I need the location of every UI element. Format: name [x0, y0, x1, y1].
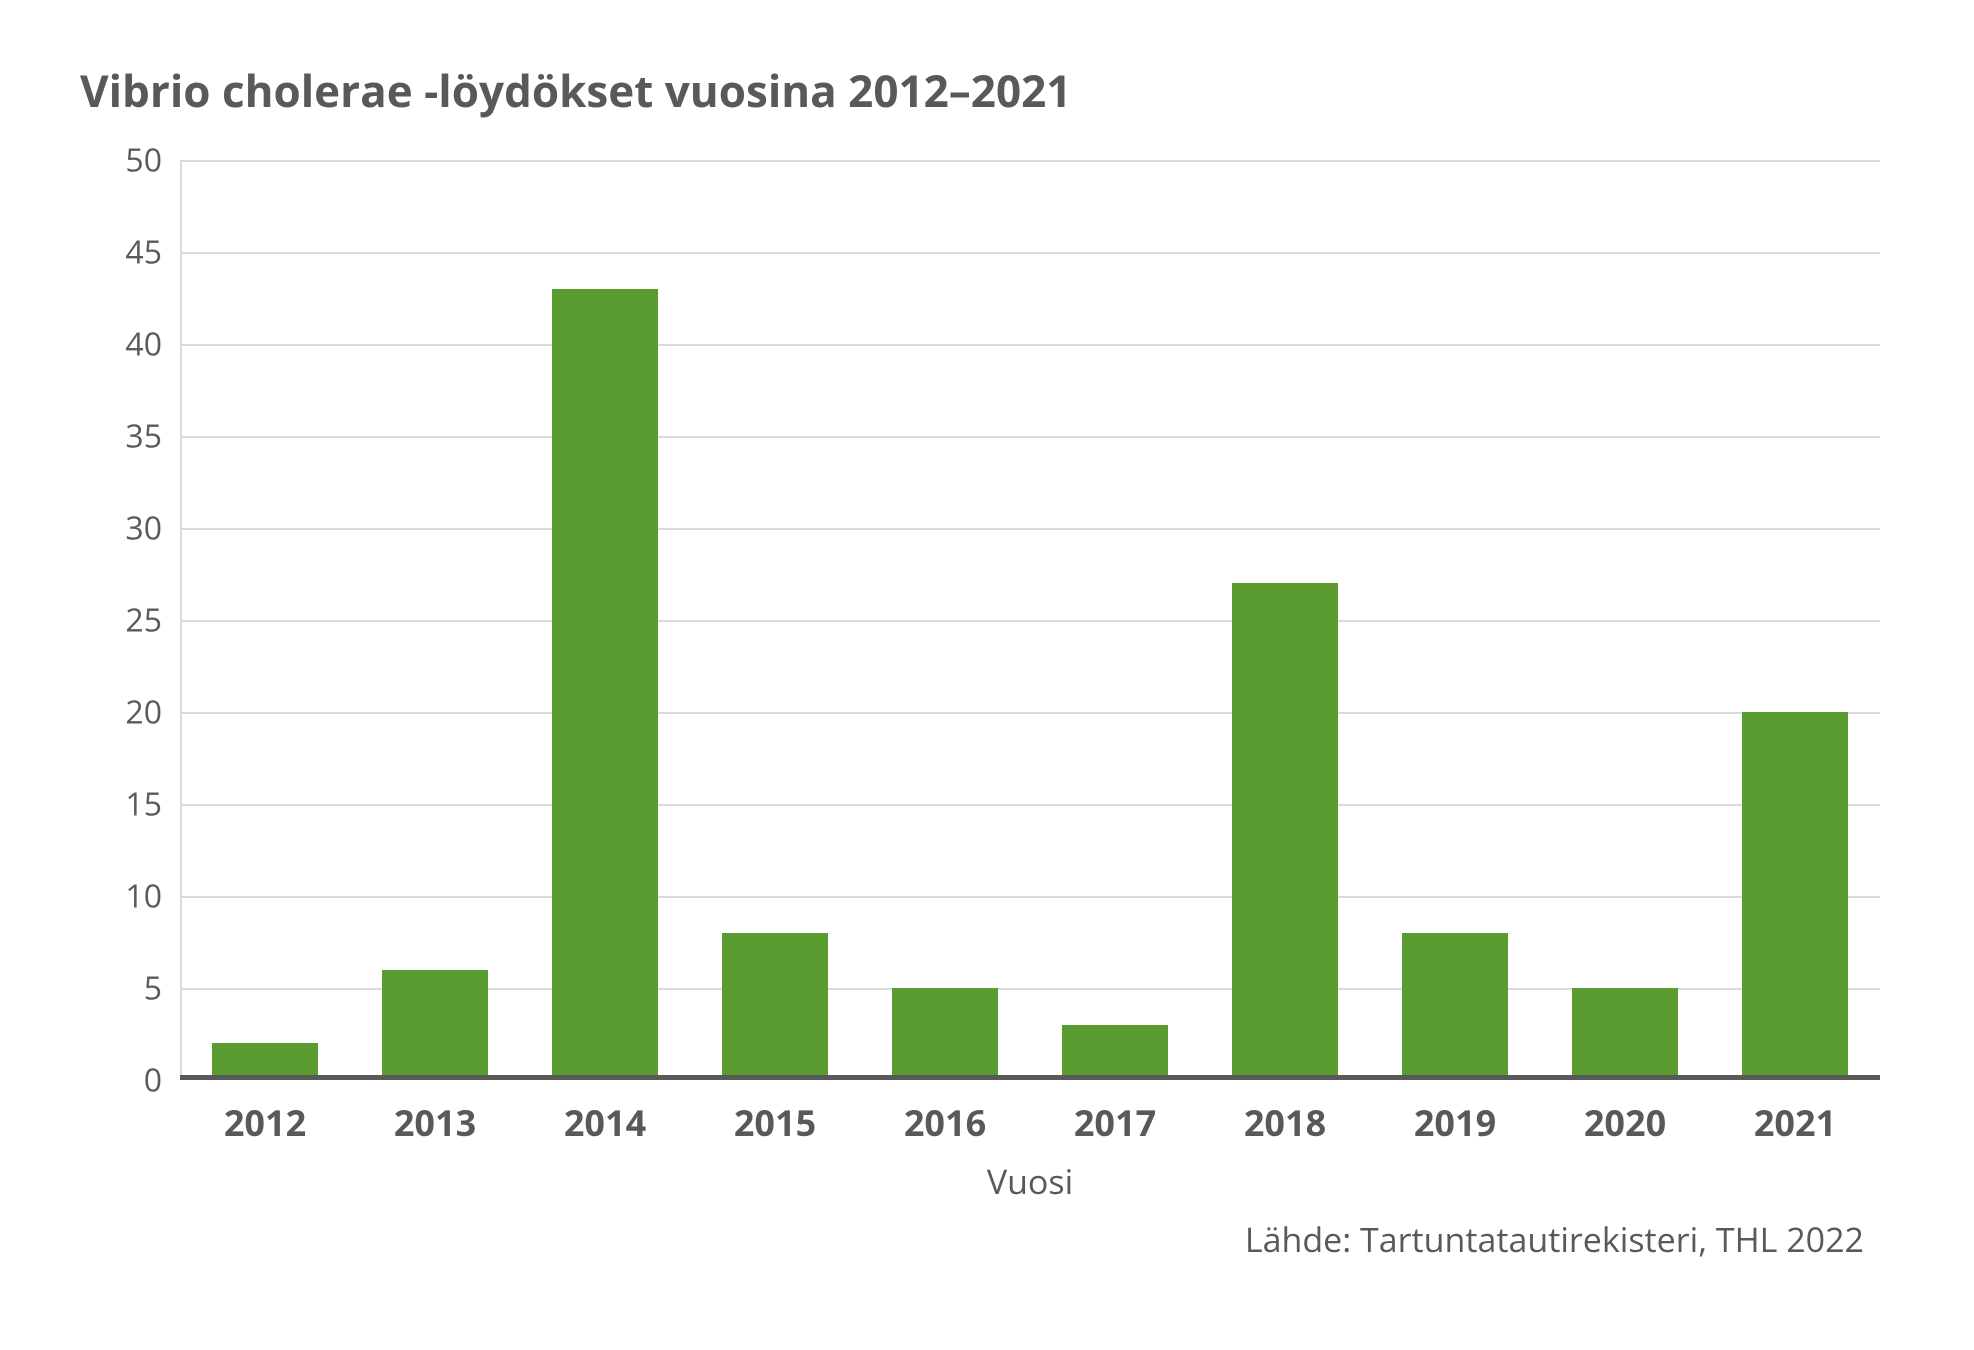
bar-slot	[1710, 160, 1880, 1080]
x-axis-title: Vuosi	[180, 1158, 1880, 1204]
y-tick-label: 40	[125, 323, 180, 366]
y-tick-label: 20	[125, 691, 180, 734]
x-axis-labels: 2012201320142015201620172018201920202021	[180, 1080, 1880, 1147]
bar	[722, 933, 827, 1080]
source-line: Lähde: Tartuntatautirekisteri, THL 2022	[70, 1216, 1904, 1262]
bar-slot	[1370, 160, 1540, 1080]
x-tick-label: 2018	[1200, 1098, 1370, 1147]
bar	[892, 988, 997, 1080]
y-tick-label: 45	[125, 231, 180, 274]
y-tick-label: 5	[144, 967, 180, 1010]
x-tick-label: 2016	[860, 1098, 1030, 1147]
x-tick-label: 2015	[690, 1098, 860, 1147]
bar	[1742, 712, 1847, 1080]
bar	[552, 289, 657, 1080]
bar-slot	[690, 160, 860, 1080]
bar-slot	[520, 160, 690, 1080]
bar-slot	[860, 160, 1030, 1080]
bar-slot	[1030, 160, 1200, 1080]
bar	[1232, 583, 1337, 1080]
plot-area: 05101520253035404550 2012201320142015201…	[180, 160, 1880, 1080]
x-tick-label: 2012	[180, 1098, 350, 1147]
y-tick-label: 15	[125, 783, 180, 826]
y-tick-label: 25	[125, 599, 180, 642]
y-tick-label: 50	[125, 139, 180, 182]
bar-group	[180, 160, 1880, 1080]
x-tick-label: 2021	[1710, 1098, 1880, 1147]
chart-title: Vibrio cholerae -löydökset vuosina 2012–…	[80, 60, 1904, 120]
y-tick-label: 30	[125, 507, 180, 550]
bar	[1062, 1025, 1167, 1080]
bar-slot	[180, 160, 350, 1080]
y-tick-label: 0	[144, 1059, 180, 1102]
x-tick-label: 2020	[1540, 1098, 1710, 1147]
x-tick-label: 2014	[520, 1098, 690, 1147]
x-tick-label: 2019	[1370, 1098, 1540, 1147]
y-tick-label: 10	[125, 875, 180, 918]
bar-slot	[1540, 160, 1710, 1080]
bar-slot	[1200, 160, 1370, 1080]
x-tick-label: 2013	[350, 1098, 520, 1147]
chart-container: Vibrio cholerae -löydökset vuosina 2012–…	[0, 0, 1974, 1350]
bar	[1402, 933, 1507, 1080]
x-tick-label: 2017	[1030, 1098, 1200, 1147]
bar	[1572, 988, 1677, 1080]
bar	[382, 970, 487, 1080]
y-tick-label: 35	[125, 415, 180, 458]
bar-slot	[350, 160, 520, 1080]
